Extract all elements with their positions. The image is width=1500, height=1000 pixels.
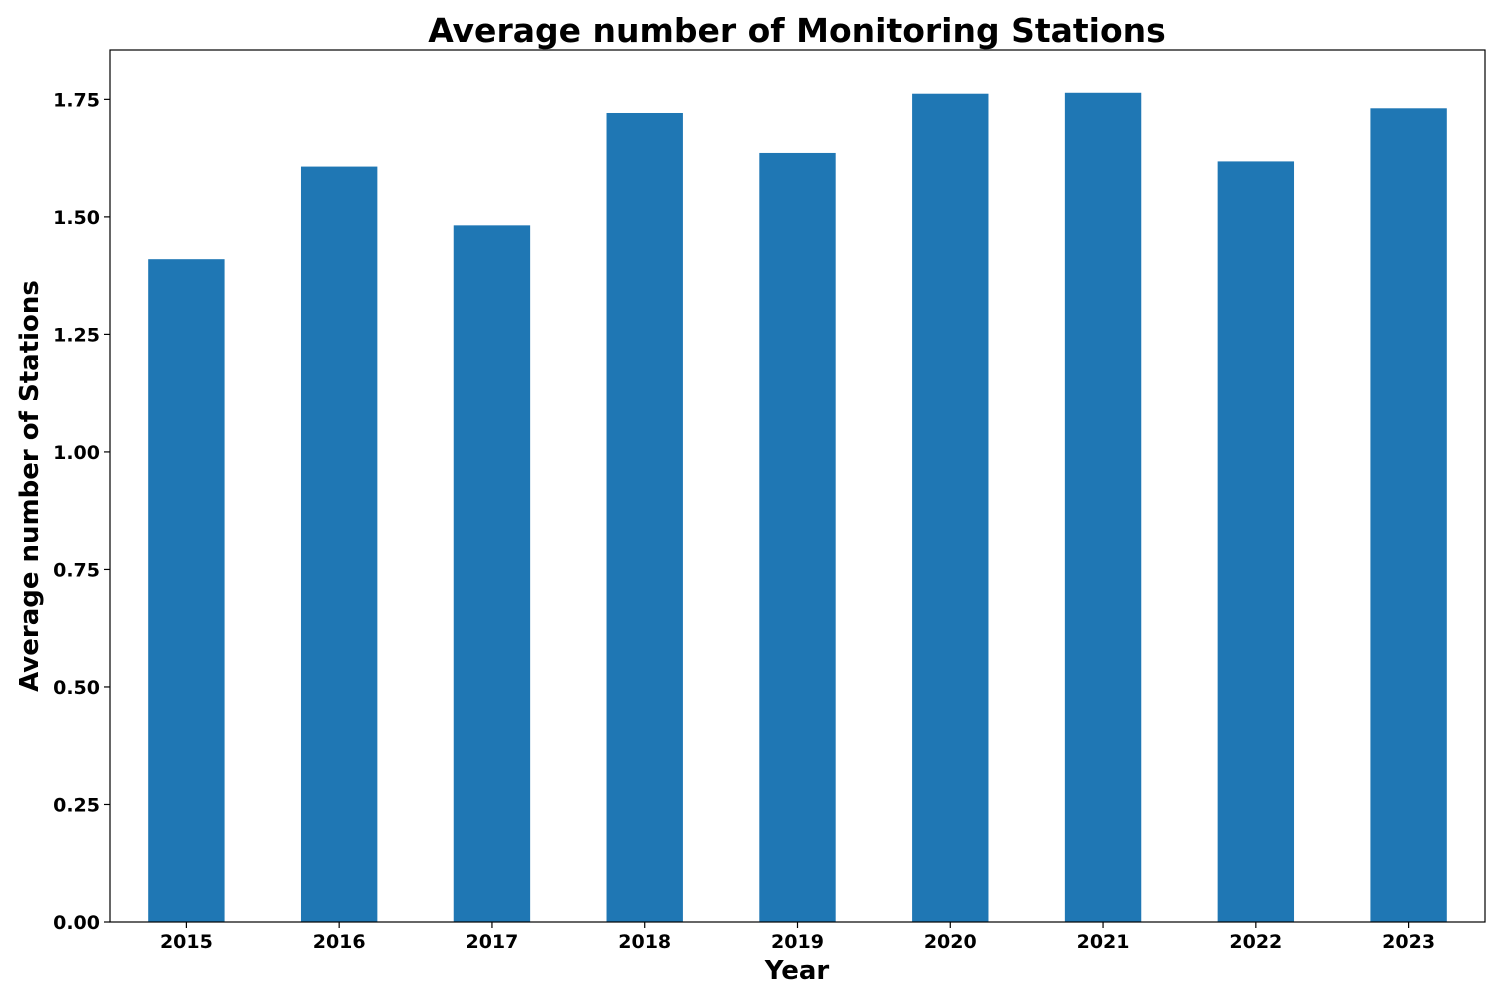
- bar-2017: [453, 225, 531, 923]
- y-tick-label-0.00: 0.00: [53, 912, 100, 934]
- x-tick-label-2015: 2015: [160, 931, 213, 953]
- bar-2023: [1370, 108, 1447, 922]
- y-axis-ticks: 0.00 0.25 0.50 0.75 1.00 1.25 1.50 1.75: [53, 89, 110, 934]
- y-tick-label-0.75: 0.75: [53, 559, 100, 581]
- x-tick-label-2016: 2016: [313, 931, 366, 953]
- x-tick-label-2017: 2017: [465, 931, 518, 953]
- x-tick-label-2022: 2022: [1229, 931, 1282, 953]
- plot-frame: [109, 49, 1486, 923]
- x-axis-ticks: 2015 2016 2017 2018 2019 2020 2021 2022 2023: [160, 922, 1435, 953]
- bar-2016: [300, 166, 378, 922]
- x-tick-label-2019: 2019: [771, 931, 824, 953]
- y-tick-label-1.00: 1.00: [53, 442, 100, 464]
- y-tick-label-1.75: 1.75: [53, 89, 100, 111]
- y-tick-label-1.50: 1.50: [53, 207, 100, 229]
- bar-2018: [606, 112, 683, 922]
- bar-2019: [759, 152, 836, 923]
- x-axis-label: Year: [764, 956, 830, 986]
- y-tick-label-0.25: 0.25: [53, 794, 100, 816]
- x-tick-label-2020: 2020: [924, 931, 977, 953]
- y-tick-label-1.25: 1.25: [53, 324, 100, 346]
- bar-2020: [912, 93, 989, 922]
- chart-title: Average number of Monitoring Stations: [428, 11, 1166, 50]
- x-tick-label-2021: 2021: [1077, 931, 1130, 953]
- y-tick-label-0.50: 0.50: [53, 677, 100, 699]
- bars-group: [148, 92, 1447, 923]
- bar-2021: [1064, 92, 1142, 923]
- bar-2022: [1217, 161, 1295, 922]
- y-axis-label: Average number of Stations: [15, 280, 45, 692]
- x-tick-label-2018: 2018: [618, 931, 671, 953]
- bar-2015: [148, 259, 225, 922]
- x-tick-label-2023: 2023: [1382, 931, 1435, 953]
